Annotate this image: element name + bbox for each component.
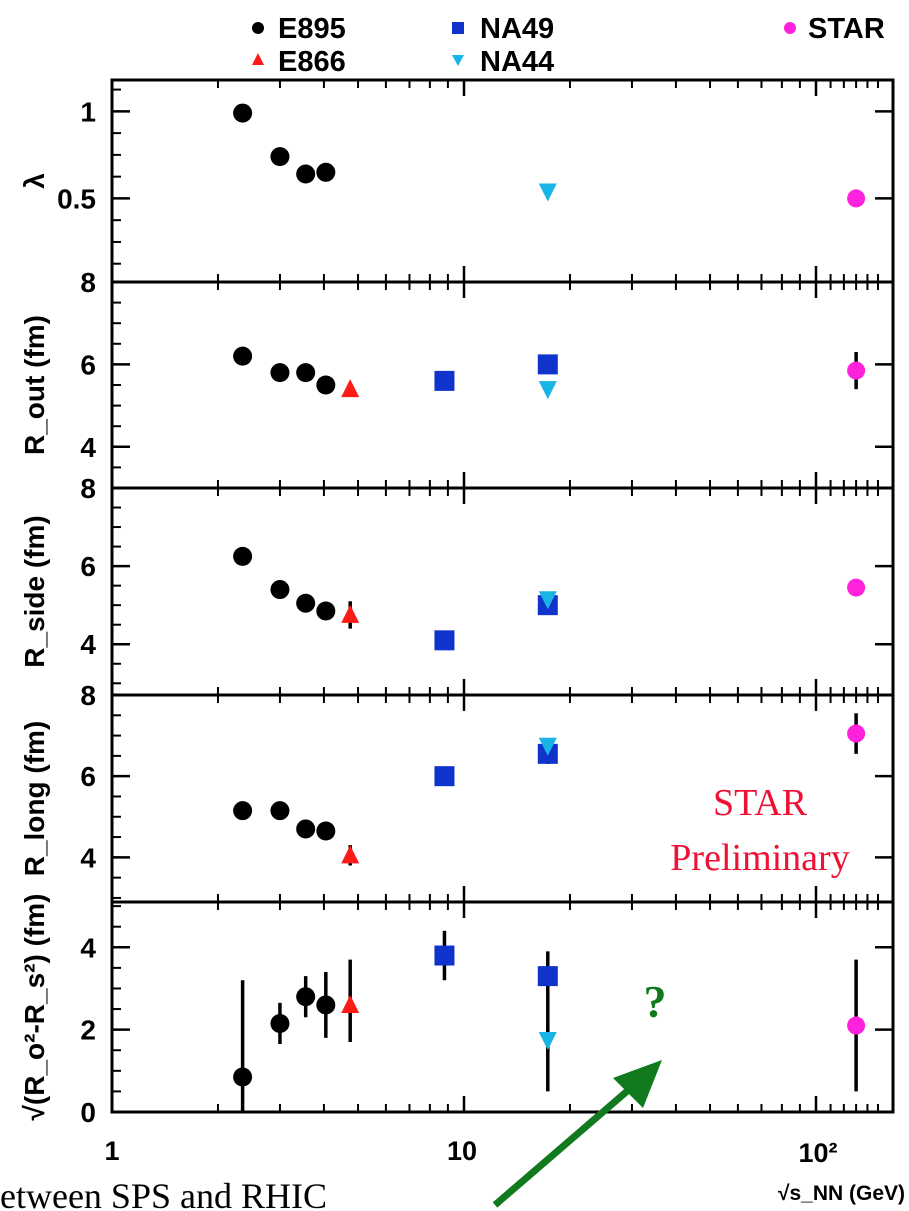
legend-entry-star: STAR <box>784 13 885 45</box>
legend-marker-e895 <box>252 22 264 34</box>
y-tick-label: 2 <box>80 1015 96 1046</box>
legend-marker-e866 <box>252 53 264 65</box>
point-e895 <box>316 821 336 841</box>
point-e866 <box>341 994 360 1013</box>
point-e895 <box>316 601 336 621</box>
x-tick-label-1: 1 <box>104 1136 119 1166</box>
point-e895 <box>270 1013 290 1033</box>
point-star <box>847 724 866 743</box>
point-e866 <box>341 845 360 864</box>
legend-entry-e866: E866 <box>252 46 346 78</box>
y-tick-label: 0 <box>80 1097 96 1128</box>
y-tick-label: 8 <box>80 473 96 504</box>
panel-frame <box>110 900 895 1114</box>
point-e895 <box>296 164 316 184</box>
question-mark-annotation: ? <box>644 976 667 1027</box>
point-e895 <box>270 363 290 383</box>
panels: 1 0.5 λ 8 6 4 R_out (fm) 8 6 4 R_side (fm) 8 6 4 R_lon… <box>19 78 895 1128</box>
star-annotation: STAR <box>713 782 808 824</box>
x-axis-labels: 1 10 10² √s_NN (GeV) <box>104 1136 905 1205</box>
green-arrow <box>492 1060 662 1208</box>
y-tick-label: 4 <box>80 932 96 963</box>
y-tick-label: 4 <box>80 629 96 660</box>
point-e895 <box>270 801 290 821</box>
legend-entry-e895: E895 <box>252 13 346 45</box>
y-tick-label: 8 <box>80 680 96 711</box>
point-na44 <box>538 183 557 202</box>
point-e866 <box>341 604 360 623</box>
legend-label-star: STAR <box>808 13 885 45</box>
y-axis-title: R_out (fm) <box>19 315 50 455</box>
x-tick-label-10: 10 <box>447 1136 477 1166</box>
legend-label-na44: NA44 <box>480 46 554 78</box>
panel-frame <box>110 78 895 284</box>
panel-3: 8 6 4 R_side (fm) <box>19 473 895 697</box>
point-star <box>847 189 866 208</box>
x-axis-title: √s_NN (GeV) <box>778 1182 905 1205</box>
point-e895 <box>316 162 336 182</box>
y-tick-label: 6 <box>80 551 96 582</box>
point-na49 <box>434 945 455 966</box>
point-e895 <box>233 1067 253 1087</box>
point-na44 <box>538 381 557 400</box>
point-e866 <box>341 379 360 398</box>
point-e895 <box>233 546 253 566</box>
y-axis-title: R_side (fm) <box>19 515 50 667</box>
point-e895 <box>296 987 316 1007</box>
legend-label-na49: NA49 <box>480 13 554 45</box>
legend-marker-na49 <box>452 22 464 34</box>
y-tick-label: 4 <box>80 432 96 463</box>
y-tick-label: 8 <box>80 267 96 298</box>
point-star <box>847 1016 866 1035</box>
panel-2: 8 6 4 R_out (fm) <box>19 267 895 490</box>
point-na49 <box>434 630 455 651</box>
point-e895 <box>233 801 253 821</box>
point-star <box>847 578 866 597</box>
preliminary-annotation: Preliminary <box>670 837 849 879</box>
point-e895 <box>296 363 316 383</box>
y-axis-title: √(R_o²-R_s²) (fm) <box>19 894 50 1121</box>
legend-entry-na49: NA49 <box>452 13 554 45</box>
y-axis-title: R_long (fm) <box>19 721 50 877</box>
panel-5: 4 2 0 √(R_o²-R_s²) (fm) <box>19 894 895 1128</box>
point-na49 <box>537 966 558 987</box>
point-na44 <box>538 591 557 610</box>
y-axis-title: λ <box>19 173 50 189</box>
point-na49 <box>537 354 558 375</box>
caption-fragment: etween SPS and RHIC <box>0 1176 327 1211</box>
legend-label-e895: E895 <box>278 13 346 45</box>
point-e895 <box>296 593 316 613</box>
panel-1: 1 0.5 λ <box>19 78 895 284</box>
point-e895 <box>233 103 253 123</box>
legend-marker-na44 <box>452 55 464 66</box>
legend-marker-star <box>784 22 796 34</box>
panel-frame <box>110 280 895 490</box>
point-na49 <box>434 370 455 391</box>
point-e895 <box>270 580 290 600</box>
y-tick-label: 6 <box>80 761 96 792</box>
point-e895 <box>270 147 290 167</box>
legend: E895 E866 NA49 NA44 STAR <box>252 13 885 78</box>
point-e895 <box>316 375 336 395</box>
y-tick-label: 0.5 <box>57 183 96 214</box>
y-tick-label: 1 <box>80 96 96 127</box>
point-na44 <box>538 737 557 756</box>
legend-label-e866: E866 <box>278 46 346 78</box>
point-e895 <box>233 346 253 366</box>
point-e895 <box>296 819 316 839</box>
legend-entry-na44: NA44 <box>452 46 554 78</box>
y-tick-label: 4 <box>80 842 96 873</box>
x-tick-label-100: 10² <box>798 1138 837 1168</box>
y-tick-label: 6 <box>80 349 96 380</box>
point-star <box>847 361 866 380</box>
point-na49 <box>434 766 455 787</box>
point-na44 <box>538 1031 557 1050</box>
panel-frame <box>110 486 895 697</box>
point-e895 <box>316 995 336 1015</box>
